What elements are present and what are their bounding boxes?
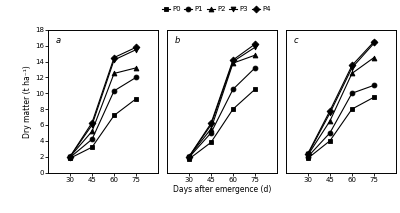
- Text: c: c: [294, 36, 298, 45]
- X-axis label: Days after emergence (d): Days after emergence (d): [173, 186, 271, 194]
- Text: a: a: [56, 36, 61, 45]
- Legend: P0, P1, P2, P3, P4: P0, P1, P2, P3, P4: [159, 3, 273, 15]
- Y-axis label: Dry matter (t ha⁻¹): Dry matter (t ha⁻¹): [23, 65, 32, 138]
- Text: b: b: [175, 36, 180, 45]
